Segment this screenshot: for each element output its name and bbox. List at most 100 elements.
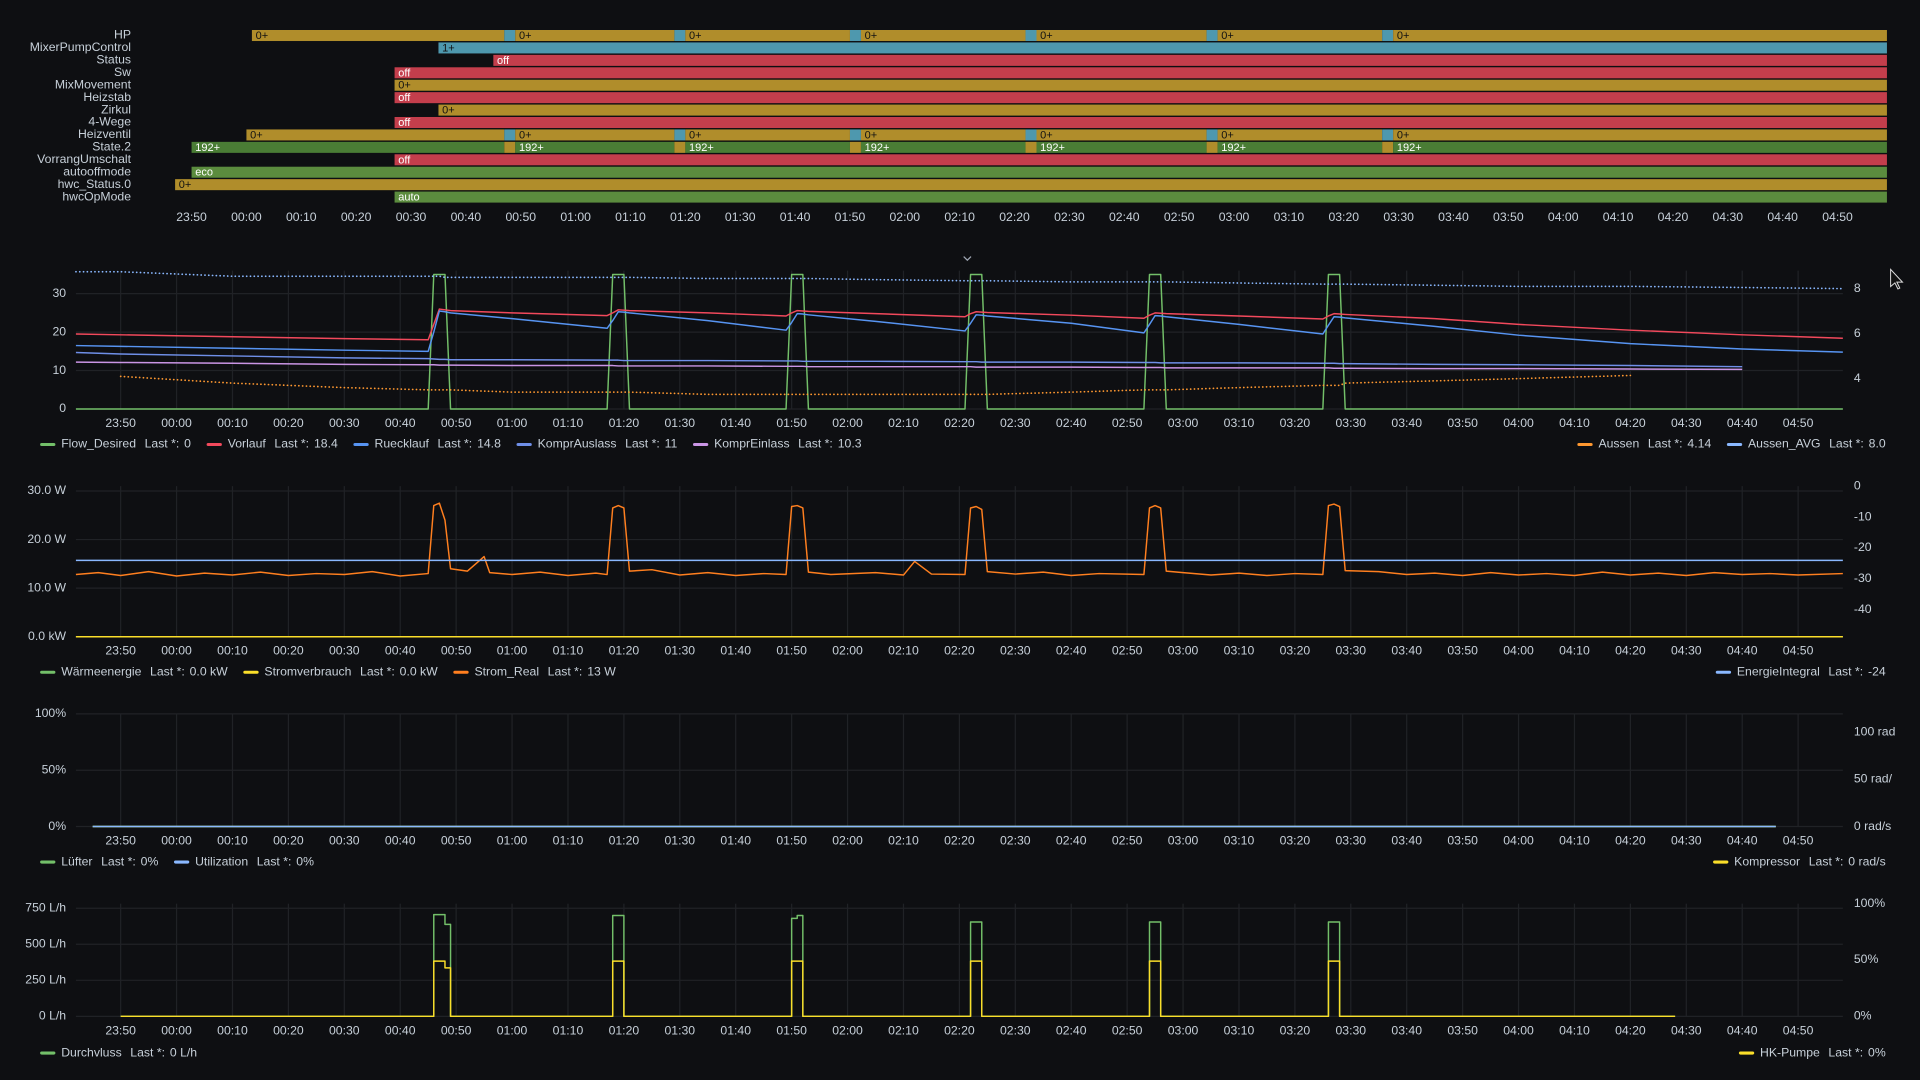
state-label: 0+ — [689, 30, 702, 42]
row-label: State.2 — [92, 140, 131, 154]
x-tick-label: 04:00 — [1503, 1023, 1534, 1037]
x-tick-label: 00:00 — [231, 210, 262, 224]
state-segment — [394, 154, 1887, 166]
x-tick-label: 04:50 — [1822, 210, 1853, 224]
y2-tick-label: 6 — [1854, 326, 1861, 340]
series-line — [75, 502, 1843, 577]
legend-stat: Last *: — [130, 1045, 165, 1059]
y-tick-label: 0.0 kW — [28, 629, 67, 643]
legend-value: 0 rad/s — [1848, 854, 1885, 868]
x-tick-label: 04:20 — [1615, 644, 1646, 658]
state-segment — [1393, 129, 1887, 141]
legend-item: Wärmeenergie Last *: 0.0 kW — [40, 664, 228, 678]
x-tick-label: 02:00 — [832, 644, 863, 658]
state-segment — [1036, 141, 1207, 153]
state-segment — [515, 141, 675, 153]
state-label: off — [398, 154, 411, 166]
legend-item: Durchvluss Last *: 0 L/h — [40, 1045, 197, 1059]
x-tick-label: 01:10 — [615, 210, 646, 224]
x-tick-label: 00:10 — [286, 210, 317, 224]
legend-value: 18.4 — [314, 437, 338, 451]
x-tick-label: 03:50 — [1493, 210, 1524, 224]
y2-tick-label: 0 rad/s — [1854, 819, 1891, 833]
state-label: 192+ — [195, 142, 220, 154]
x-tick-label: 00:50 — [505, 210, 536, 224]
y2-tick-label: 50% — [1854, 952, 1879, 966]
x-tick-label: 03:50 — [1447, 1023, 1478, 1037]
x-tick-label: 02:40 — [1056, 833, 1087, 847]
x-tick-label: 03:40 — [1391, 833, 1422, 847]
legend-item: HK-Pumpe Last *: 0% — [1738, 1045, 1886, 1059]
y2-tick-label: -30 — [1854, 571, 1872, 585]
state-label: 0+ — [689, 129, 702, 141]
state-segment — [1217, 141, 1383, 153]
series-line — [119, 374, 1632, 396]
y-tick-label: 0% — [48, 819, 66, 833]
x-tick-label: 02:20 — [944, 644, 975, 658]
collapse-icon[interactable] — [963, 256, 972, 262]
x-tick-label: 00:30 — [329, 644, 360, 658]
x-tick-label: 03:20 — [1280, 416, 1311, 430]
x-tick-label: 02:30 — [1000, 1023, 1031, 1037]
x-tick-label: 01:30 — [725, 210, 756, 224]
x-tick-label: 04:20 — [1615, 416, 1646, 430]
state-segment — [674, 30, 686, 42]
legend-name: Aussen — [1598, 437, 1639, 451]
legend-value: 0% — [296, 854, 314, 868]
legend-item: Ruecklauf Last *: 14.8 — [353, 437, 501, 451]
x-tick-label: 00:50 — [441, 416, 472, 430]
state-segment — [1025, 30, 1037, 42]
x-tick-label: 01:50 — [776, 1023, 807, 1037]
state-segment — [674, 129, 686, 141]
x-tick-label: 04:10 — [1559, 644, 1590, 658]
legend-item: Kompressor Last *: 0 rad/s — [1713, 854, 1886, 868]
row-label: Status — [96, 53, 131, 67]
state-segment — [860, 129, 1026, 141]
x-tick-label: 03:30 — [1335, 644, 1366, 658]
legend-stat: Last *: — [360, 664, 395, 678]
x-tick-label: 00:50 — [441, 833, 472, 847]
x-tick-label: 04:10 — [1559, 416, 1590, 430]
x-tick-label: 04:50 — [1783, 833, 1814, 847]
state-segment — [1206, 141, 1218, 153]
x-tick-label: 00:20 — [341, 210, 372, 224]
x-tick-label: 02:50 — [1112, 416, 1143, 430]
x-tick-label: 00:00 — [161, 416, 192, 430]
x-tick-label: 00:20 — [273, 644, 304, 658]
x-tick-label: 03:20 — [1280, 644, 1311, 658]
x-tick-label: 04:30 — [1671, 833, 1702, 847]
state-label: 0+ — [1397, 129, 1410, 141]
x-tick-label: 03:40 — [1438, 210, 1469, 224]
series-line — [75, 270, 1844, 290]
state-label: 0+ — [1221, 30, 1234, 42]
state-segment — [1025, 141, 1037, 153]
x-tick-label: 04:30 — [1671, 1023, 1702, 1037]
x-tick-label: 00:30 — [329, 416, 360, 430]
x-tick-label: 00:10 — [217, 644, 248, 658]
y2-tick-label: 100% — [1854, 896, 1885, 910]
x-tick-label: 03:20 — [1280, 1023, 1311, 1037]
x-tick-label: 03:30 — [1335, 416, 1366, 430]
legend-stat: Last *: — [1648, 437, 1683, 451]
state-segment — [1393, 30, 1887, 42]
state-segment — [251, 30, 505, 42]
legend-name: Ruecklauf — [375, 437, 430, 451]
state-segment — [849, 141, 861, 153]
legend-value: 13 W — [587, 664, 616, 678]
x-tick-label: 03:10 — [1224, 416, 1255, 430]
y2-tick-label: 0 — [1854, 478, 1861, 492]
mouse-cursor — [1890, 268, 1904, 290]
state-segment — [849, 30, 861, 42]
legend-value: 4.14 — [1687, 437, 1711, 451]
x-tick-label: 01:40 — [720, 833, 751, 847]
row-label: Zirkul — [101, 102, 131, 116]
y-tick-label: 0 — [59, 401, 66, 415]
legend-stat: Last *: — [548, 664, 583, 678]
state-segment — [504, 141, 516, 153]
legend-name: Lüfter — [61, 854, 92, 868]
legend-name: Kompressor — [1734, 854, 1800, 868]
x-tick-label: 01:50 — [776, 644, 807, 658]
x-tick-label: 03:40 — [1391, 644, 1422, 658]
